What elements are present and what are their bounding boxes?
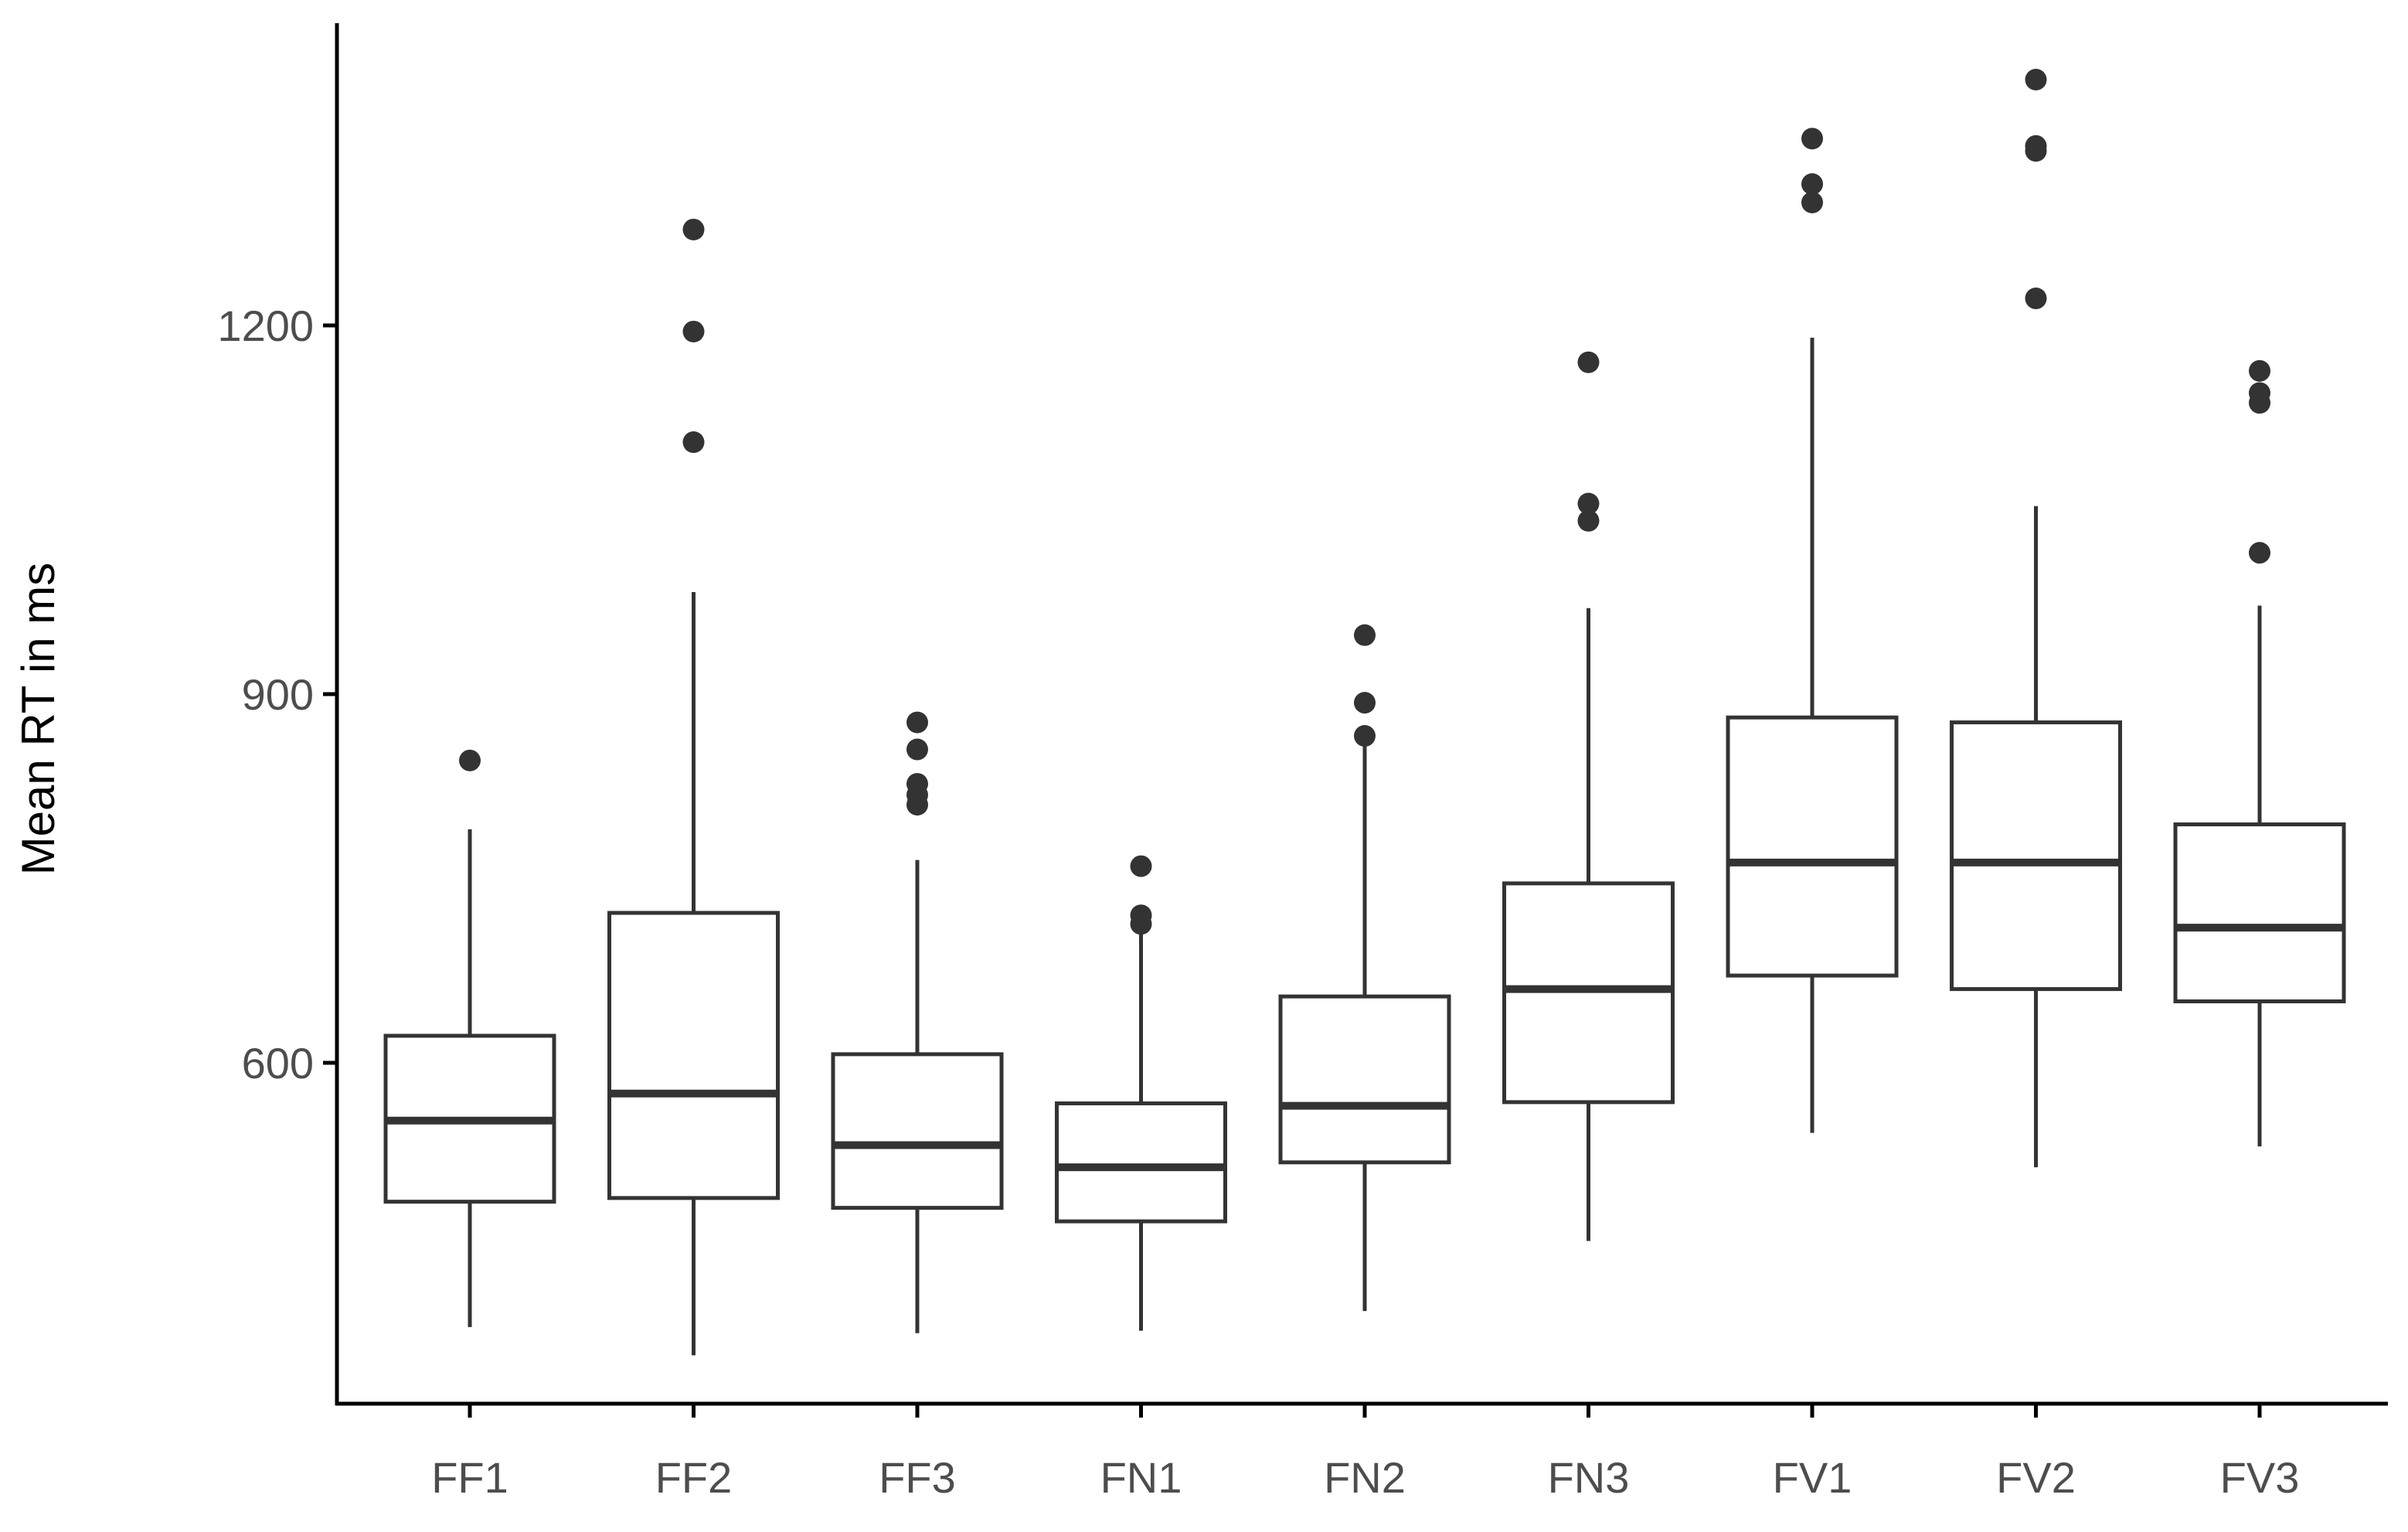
outlier-point: [1801, 128, 1823, 150]
box-iqr: [831, 1052, 1004, 1210]
box-iqr: [1278, 994, 1451, 1165]
x-tick-label: FV2: [1996, 1453, 2076, 1502]
outlier-point: [906, 773, 928, 795]
box-iqr: [2173, 822, 2346, 1004]
x-tick-label: FF2: [655, 1453, 733, 1502]
boxes-layer: [383, 69, 2346, 1356]
outlier-point: [906, 738, 928, 761]
box-iqr: [1726, 715, 1899, 978]
y-axis-title: Mean RT in ms: [12, 563, 64, 876]
x-tick-label: FN3: [1548, 1453, 1630, 1502]
outlier-point: [2025, 134, 2047, 157]
x-tick-label: FN2: [1324, 1453, 1406, 1502]
x-tick-label: FN1: [1100, 1453, 1182, 1502]
y-tick-label: 600: [242, 1039, 314, 1088]
outlier-point: [1354, 725, 1376, 747]
outlier-point: [1130, 904, 1152, 927]
box-group-fv3: [2173, 359, 2346, 1147]
box-group-fn2: [1278, 624, 1451, 1312]
box-group-ff2: [607, 218, 780, 1356]
outlier-point: [1801, 192, 1823, 213]
outlier-point: [2025, 288, 2047, 310]
outlier-point: [682, 218, 705, 240]
outlier-point: [2025, 69, 2047, 90]
outlier-point: [1354, 624, 1376, 646]
axes-layer: 600 900 1200 FF1 FF2 FF3 FN1 FN2 FN3 FV1 FV2 FV3: [217, 23, 2388, 1502]
outlier-point: [682, 320, 705, 342]
y-tick-label: 900: [242, 670, 314, 719]
box-group-ff3: [831, 711, 1004, 1333]
outlier-point: [682, 431, 705, 454]
box-iqr: [607, 911, 780, 1200]
outlier-point: [1130, 855, 1152, 877]
outlier-point: [2249, 382, 2270, 404]
outlier-point: [459, 749, 481, 771]
box-group-fn3: [1502, 351, 1675, 1241]
y-tick-label: 1200: [217, 301, 314, 350]
outlier-point: [2249, 542, 2270, 564]
x-tick-label: FF1: [431, 1453, 508, 1502]
x-tick-label: FV1: [1773, 1453, 1852, 1502]
box-iqr: [1950, 720, 2122, 992]
box-group-fv1: [1726, 128, 1899, 1133]
outlier-point: [1577, 509, 1600, 532]
box-iqr: [1055, 1101, 1227, 1224]
outlier-point: [1577, 492, 1600, 515]
box-group-fn1: [1055, 855, 1227, 1331]
outlier-point: [1354, 692, 1376, 714]
outlier-point: [1577, 351, 1600, 373]
x-tick-label: FV3: [2220, 1453, 2300, 1502]
box-group-ff1: [383, 749, 556, 1327]
outlier-point: [2249, 359, 2270, 382]
outlier-point: [906, 711, 928, 734]
box-group-fv2: [1950, 69, 2122, 1168]
x-tick-label: FF3: [879, 1453, 956, 1502]
outlier-point: [1801, 173, 1823, 196]
